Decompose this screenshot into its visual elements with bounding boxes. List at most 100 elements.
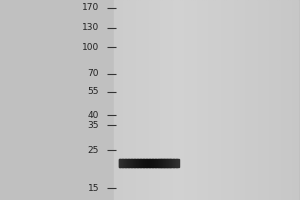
Bar: [171, 0, 173, 200]
Bar: [153, 159, 154, 167]
Bar: [167, 159, 168, 167]
Bar: [125, 159, 126, 167]
Bar: [253, 0, 256, 200]
Bar: [173, 159, 174, 167]
Bar: [251, 0, 254, 200]
Bar: [206, 0, 208, 200]
Bar: [145, 0, 148, 200]
Bar: [272, 0, 274, 200]
Bar: [158, 0, 160, 200]
Bar: [118, 0, 120, 200]
Bar: [290, 0, 292, 200]
Bar: [129, 159, 130, 167]
Text: 170: 170: [82, 3, 99, 12]
Bar: [175, 159, 176, 167]
Bar: [174, 159, 175, 167]
Bar: [204, 0, 206, 200]
Bar: [244, 0, 246, 200]
Bar: [132, 159, 133, 167]
Bar: [286, 0, 289, 200]
Bar: [249, 0, 252, 200]
Bar: [121, 159, 122, 167]
Bar: [240, 0, 243, 200]
Text: 25: 25: [88, 146, 99, 155]
Text: 130: 130: [82, 23, 99, 32]
Bar: [136, 159, 138, 167]
Bar: [231, 0, 234, 200]
Text: 55: 55: [88, 87, 99, 96]
Bar: [264, 0, 266, 200]
Bar: [158, 159, 159, 167]
Text: 35: 35: [88, 121, 99, 130]
Bar: [144, 159, 145, 167]
Bar: [172, 0, 175, 200]
Bar: [246, 0, 248, 200]
Bar: [174, 0, 177, 200]
Bar: [213, 0, 215, 200]
Bar: [255, 0, 257, 200]
Bar: [131, 159, 132, 167]
Bar: [142, 159, 143, 167]
Bar: [194, 0, 197, 200]
Bar: [154, 159, 155, 167]
Bar: [268, 0, 270, 200]
Bar: [207, 0, 210, 200]
Bar: [187, 0, 190, 200]
Bar: [209, 0, 212, 200]
Bar: [134, 0, 136, 200]
Bar: [148, 159, 149, 167]
Bar: [242, 0, 244, 200]
Bar: [118, 159, 119, 167]
Bar: [150, 159, 151, 167]
Bar: [141, 159, 142, 167]
Bar: [155, 159, 156, 167]
Bar: [270, 0, 272, 200]
Bar: [167, 0, 170, 200]
Bar: [198, 0, 201, 200]
Bar: [132, 0, 135, 200]
Bar: [218, 0, 221, 200]
Bar: [233, 0, 236, 200]
Bar: [238, 0, 241, 200]
Bar: [178, 0, 181, 200]
Bar: [169, 159, 170, 167]
Bar: [130, 0, 133, 200]
Bar: [168, 159, 169, 167]
Text: 70: 70: [88, 69, 99, 78]
Bar: [162, 0, 164, 200]
Bar: [191, 0, 193, 200]
Bar: [121, 0, 124, 200]
Bar: [139, 159, 140, 167]
Bar: [163, 159, 164, 167]
Bar: [123, 159, 124, 167]
Bar: [229, 0, 232, 200]
Bar: [184, 0, 186, 200]
Bar: [136, 159, 137, 167]
Bar: [189, 0, 191, 200]
Bar: [123, 0, 126, 200]
Bar: [237, 0, 239, 200]
Bar: [217, 0, 219, 200]
Bar: [177, 159, 178, 167]
Bar: [292, 0, 294, 200]
Bar: [215, 0, 217, 200]
Bar: [145, 159, 146, 167]
Bar: [185, 0, 188, 200]
Bar: [137, 159, 138, 167]
Bar: [248, 0, 250, 200]
Bar: [128, 159, 129, 167]
Bar: [159, 159, 160, 167]
Bar: [169, 0, 171, 200]
Bar: [227, 0, 230, 200]
Bar: [125, 0, 128, 200]
Bar: [146, 159, 147, 167]
Text: 100: 100: [82, 43, 99, 52]
Bar: [135, 159, 136, 167]
Bar: [166, 159, 167, 167]
Bar: [295, 0, 298, 200]
Bar: [266, 0, 268, 200]
Bar: [171, 159, 172, 167]
Bar: [126, 159, 127, 167]
Bar: [146, 159, 147, 167]
Bar: [220, 0, 223, 200]
